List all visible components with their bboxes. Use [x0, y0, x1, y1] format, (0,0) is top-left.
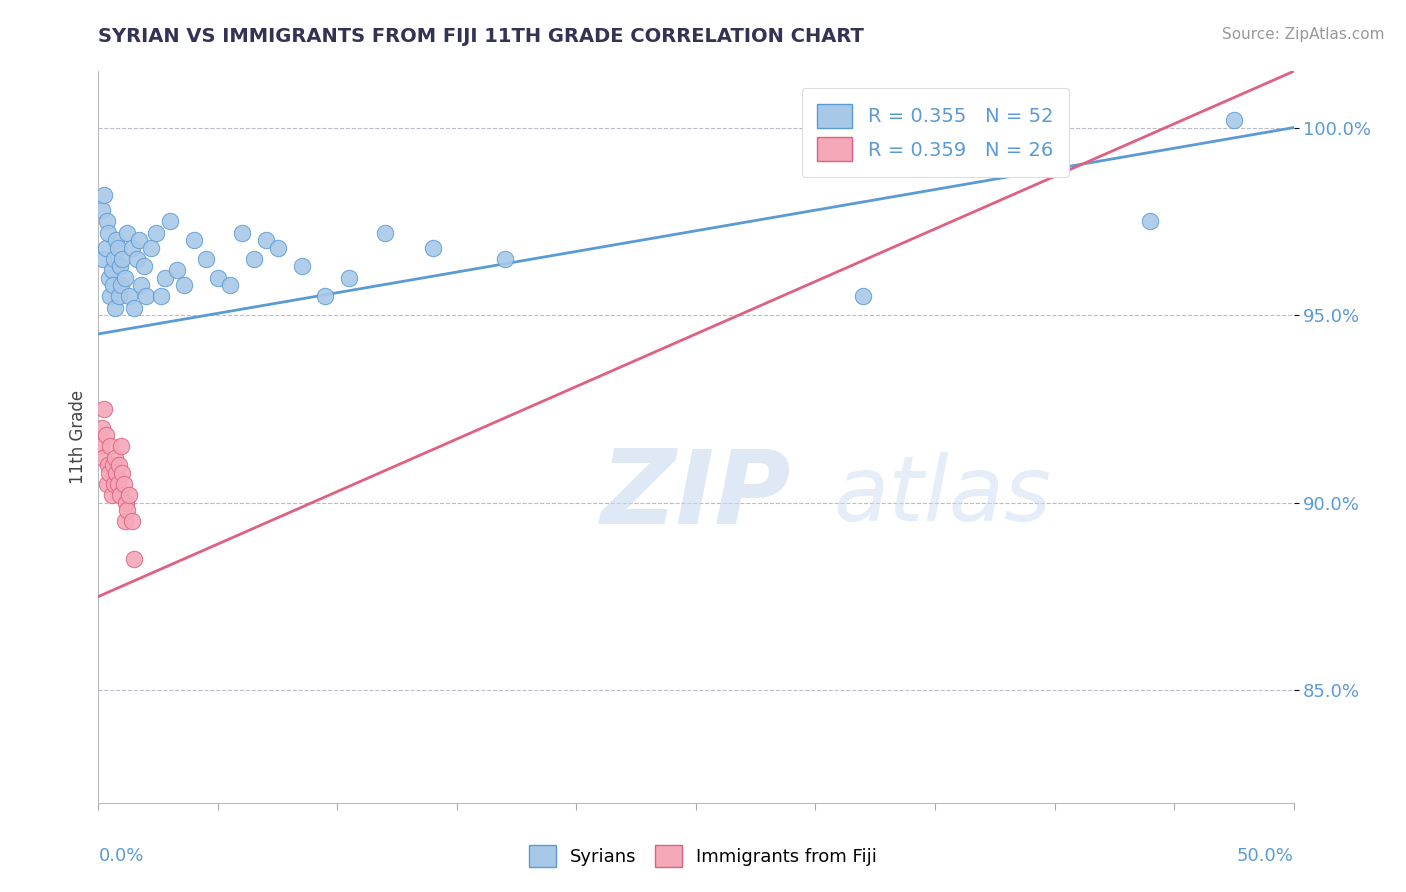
Point [231, 226, 253, 240]
Point [107, 289, 129, 303]
Point [135, 289, 157, 303]
Point [128, 233, 150, 247]
Point [98, 440, 122, 454]
Point [145, 226, 167, 240]
Point [291, 260, 314, 274]
Point [118, 289, 141, 303]
Point [121, 515, 143, 529]
Point [105, 466, 128, 480]
Point [103, 477, 125, 491]
Point [166, 263, 188, 277]
Text: Source: ZipAtlas.com: Source: ZipAtlas.com [1222, 27, 1385, 42]
Text: ZIP: ZIP [600, 445, 792, 546]
Point [108, 488, 131, 502]
Point [315, 289, 337, 303]
Point [1139, 214, 1161, 228]
Point [173, 278, 195, 293]
Text: 0.0%: 0.0% [98, 847, 143, 864]
Point [104, 301, 127, 315]
Point [132, 260, 155, 274]
Point [139, 241, 162, 255]
Text: SYRIAN VS IMMIGRANTS FROM FIJI 11TH GRADE CORRELATION CHART: SYRIAN VS IMMIGRANTS FROM FIJI 11TH GRAD… [98, 27, 865, 45]
Point [100, 263, 122, 277]
Point [494, 252, 516, 266]
Point [374, 226, 396, 240]
Point [124, 301, 146, 315]
Point [339, 270, 361, 285]
Point [98, 289, 122, 303]
Point [101, 458, 124, 473]
Point [121, 241, 143, 255]
Point [91, 420, 114, 434]
Point [107, 477, 129, 491]
Point [114, 270, 136, 285]
Point [243, 252, 266, 266]
Point [155, 270, 177, 285]
Legend: Syrians, Immigrants from Fiji: Syrians, Immigrants from Fiji [522, 838, 884, 874]
Point [97, 458, 120, 473]
Point [94, 428, 117, 442]
Point [105, 233, 128, 247]
Point [112, 477, 135, 491]
Point [183, 233, 205, 247]
Point [852, 289, 875, 303]
Point [111, 466, 134, 480]
Point [91, 203, 114, 218]
Point [108, 260, 131, 274]
Point [195, 252, 218, 266]
Point [422, 241, 444, 255]
Point [159, 214, 181, 228]
Point [97, 226, 120, 240]
Legend: R = 0.355   N = 52, R = 0.359   N = 26: R = 0.355 N = 52, R = 0.359 N = 26 [801, 88, 1069, 177]
Point [118, 488, 141, 502]
Point [98, 270, 121, 285]
Point [90, 440, 112, 454]
Point [110, 440, 132, 454]
Text: atlas: atlas [834, 451, 1052, 540]
Point [96, 214, 118, 228]
Point [207, 270, 229, 285]
Point [219, 278, 242, 293]
Point [115, 496, 138, 510]
Point [104, 450, 127, 465]
Point [125, 252, 148, 266]
Point [93, 188, 115, 202]
Point [91, 450, 114, 465]
Point [115, 503, 138, 517]
Point [115, 226, 138, 240]
Point [93, 401, 115, 416]
Point [96, 477, 118, 491]
Y-axis label: 11th Grade: 11th Grade [69, 390, 87, 484]
Text: 50.0%: 50.0% [1237, 847, 1294, 864]
Point [103, 252, 125, 266]
Point [124, 552, 146, 566]
Point [101, 278, 124, 293]
Point [254, 233, 277, 247]
Point [91, 252, 114, 266]
Point [100, 488, 122, 502]
Point [107, 241, 129, 255]
Point [1223, 113, 1246, 128]
Point [114, 515, 136, 529]
Point [94, 241, 117, 255]
Point [131, 278, 153, 293]
Point [111, 252, 134, 266]
Point [107, 458, 129, 473]
Point [149, 289, 172, 303]
Point [110, 278, 132, 293]
Point [267, 241, 290, 255]
Point [98, 466, 121, 480]
